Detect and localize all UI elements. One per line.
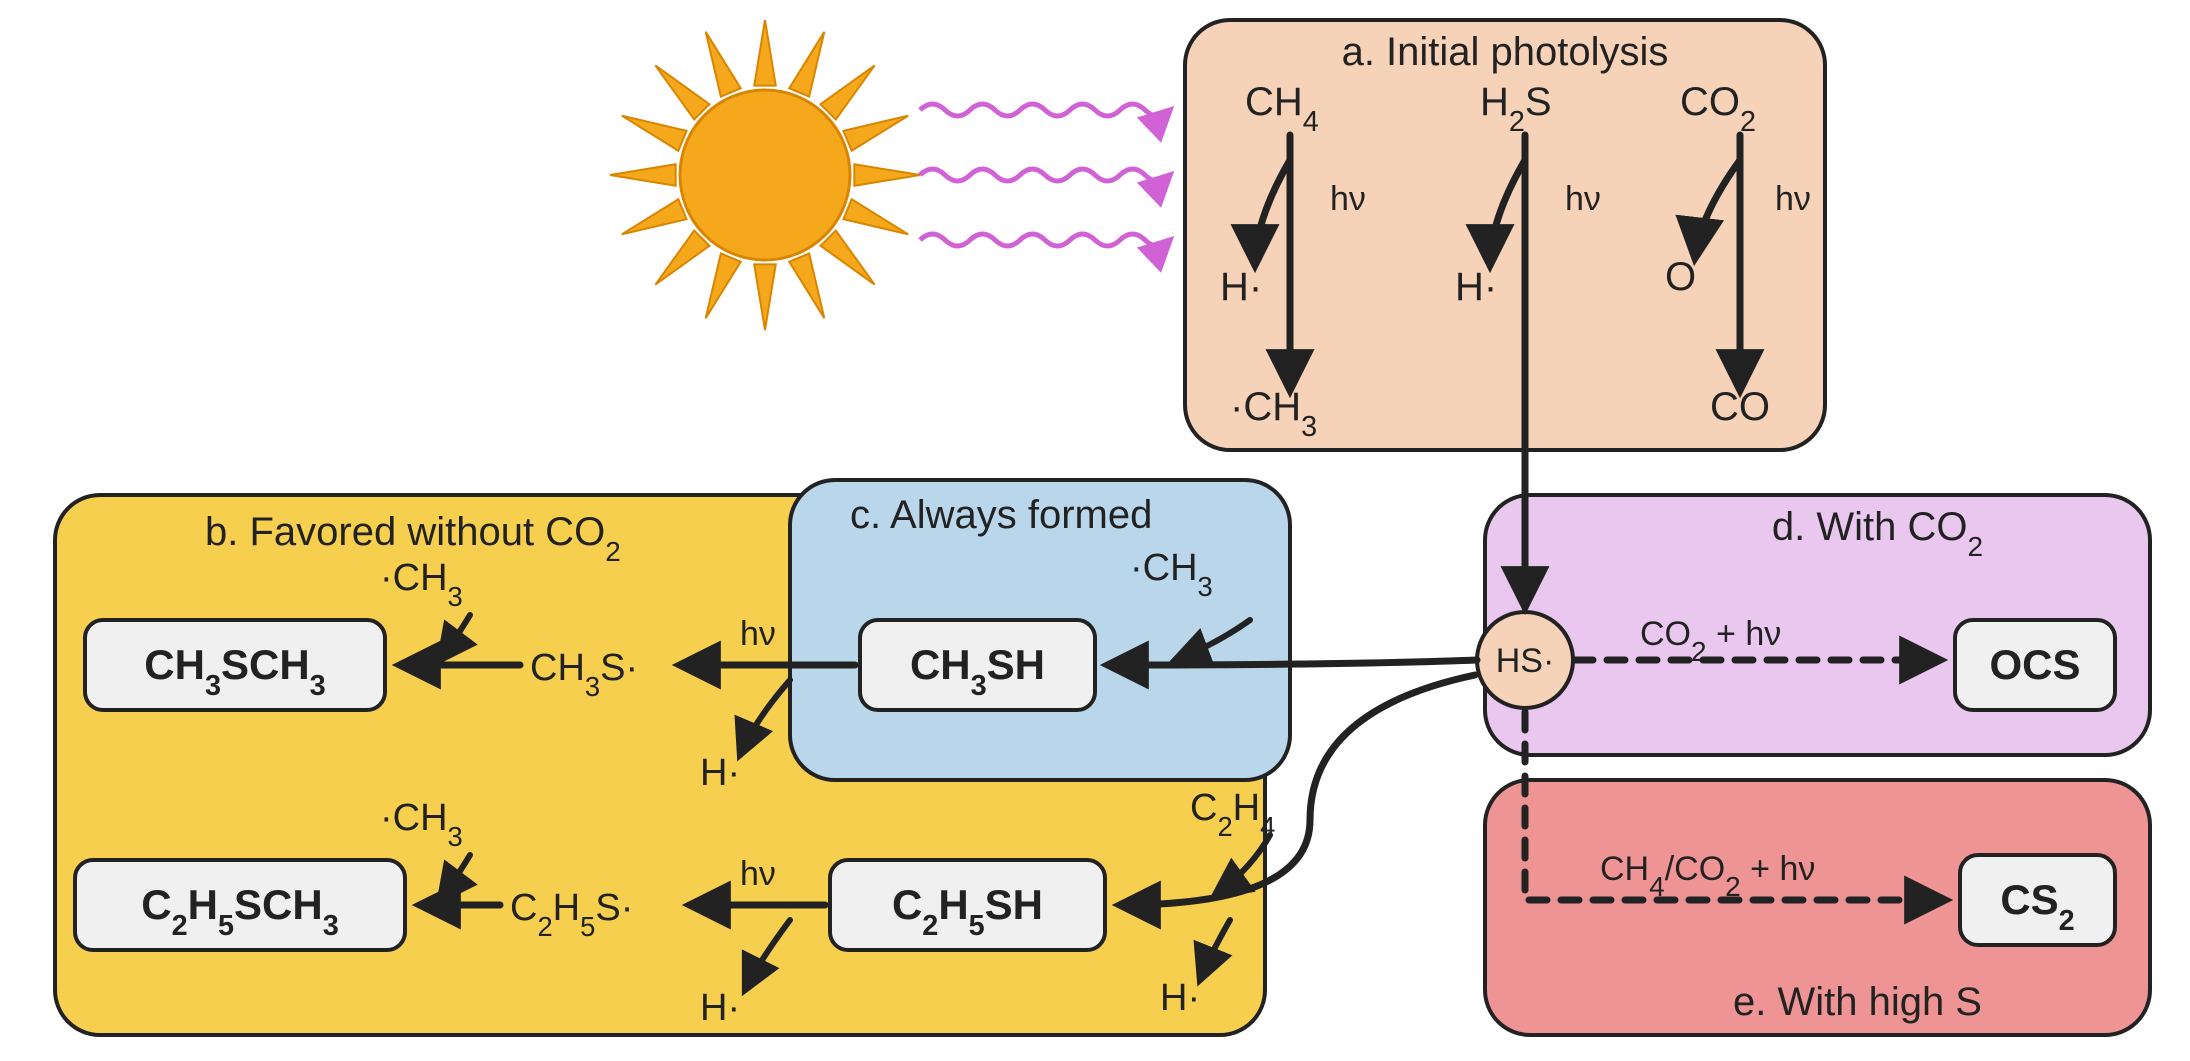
node-C2H5SCH3: C2H5SCH3 — [75, 860, 405, 950]
node-OCS: OCS — [1955, 620, 2115, 710]
svg-text:H·: H· — [1220, 265, 1262, 309]
svg-text:hν: hν — [1330, 180, 1366, 218]
svg-text:OCS: OCS — [1989, 641, 2080, 688]
panel-title: a. Initial photolysis — [1342, 30, 1669, 74]
label-hv_b1: hν — [740, 615, 776, 653]
label-hv_b2: hν — [740, 855, 776, 893]
label-He: H· — [1160, 977, 1200, 1019]
label-Hc: H· — [700, 752, 740, 794]
svg-text:H·: H· — [1455, 265, 1497, 309]
node-CS2: CS2 — [1960, 855, 2115, 945]
panel-title: c. Always formed — [850, 493, 1152, 537]
node-HS: HS· — [1477, 612, 1573, 708]
svg-text:hν: hν — [1565, 180, 1601, 218]
node-C2H5SH: C2H5SH — [830, 860, 1105, 950]
label-Hd: H· — [700, 987, 740, 1029]
diagram-canvas: CH4H2SCO2·CH3COH·H·Ohνhνhνa. Initial pho… — [0, 0, 2190, 1061]
svg-text:hν: hν — [1775, 180, 1811, 218]
svg-text:O: O — [1665, 255, 1696, 299]
node-CH3SCH3: CH3SCH3 — [85, 620, 385, 710]
panel-title: e. With high S — [1733, 980, 1982, 1024]
node-CH3SH: CH3SH — [860, 620, 1095, 710]
panel-a: CH4H2SCO2·CH3COH·H·Ohνhνhν — [1185, 20, 1825, 450]
svg-text:HS·: HS· — [1496, 642, 1555, 680]
